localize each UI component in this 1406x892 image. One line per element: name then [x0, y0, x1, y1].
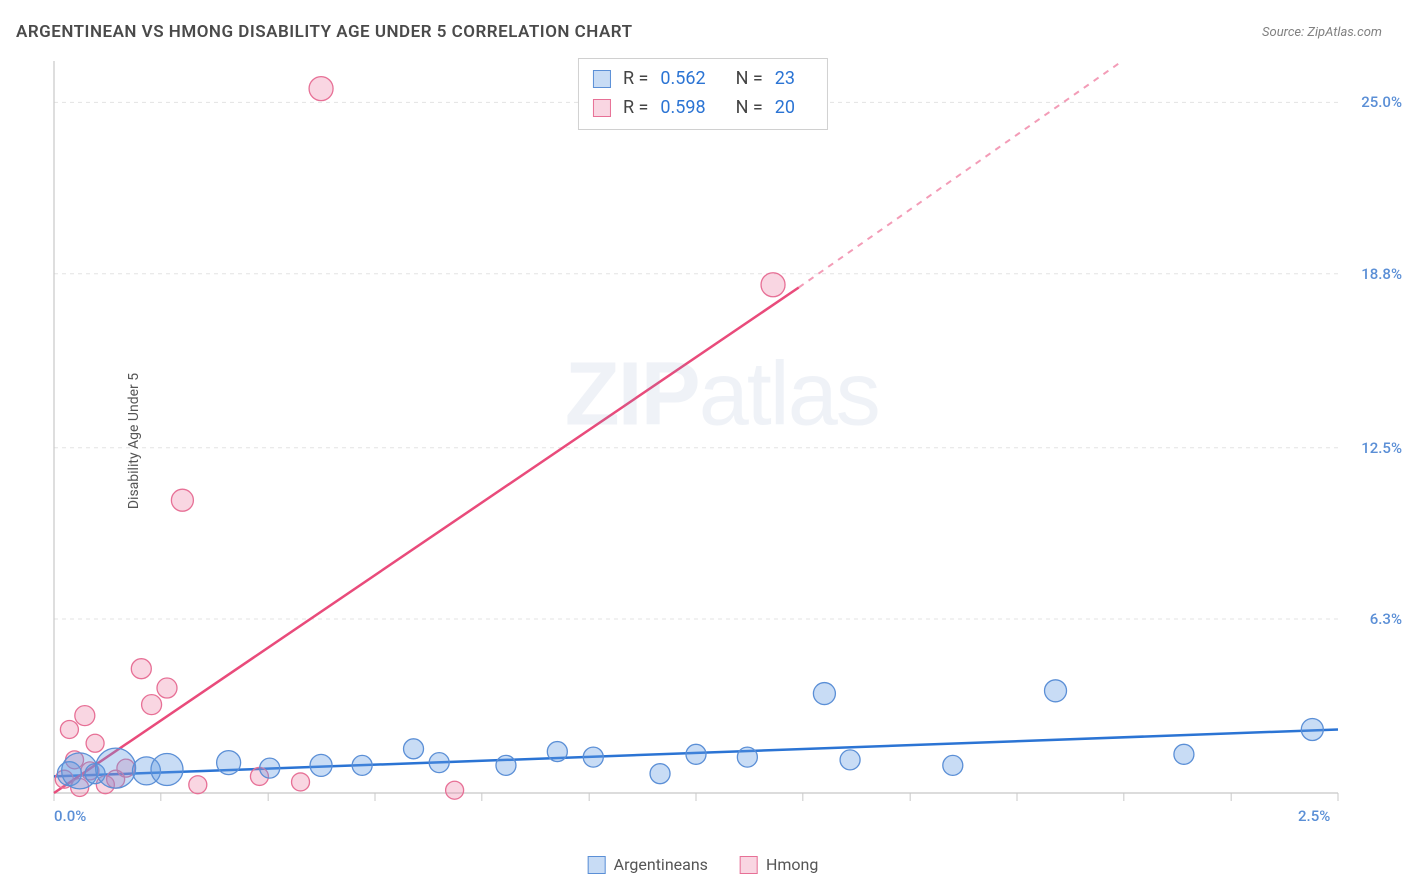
- n-label: N =: [736, 65, 763, 94]
- legend-item-hmong: Hmong: [740, 855, 818, 874]
- x-tick-label: 0.0%: [54, 807, 86, 825]
- x-tick-label: 2.5%: [1298, 807, 1330, 825]
- y-tick-label: 12.5%: [1361, 439, 1402, 457]
- stats-row-hmong: R = 0.598 N = 20: [593, 94, 813, 123]
- r-label: R =: [623, 94, 648, 123]
- r-label: R =: [623, 65, 648, 94]
- scatter-chart: [52, 55, 1340, 827]
- y-axis-label: Disability Age Under 5: [126, 373, 142, 509]
- swatch-argentineans: [593, 70, 611, 88]
- bottom-legend: Argentineans Hmong: [588, 855, 819, 874]
- chart-title: ARGENTINEAN VS HMONG DISABILITY AGE UNDE…: [16, 22, 633, 42]
- n-label: N =: [736, 94, 763, 123]
- r-value-argentineans: 0.562: [660, 65, 705, 94]
- swatch-argentineans: [588, 856, 606, 874]
- legend-label-argentineans: Argentineans: [614, 855, 708, 874]
- source-attribution: Source: ZipAtlas.com: [1262, 25, 1382, 40]
- n-value-hmong: 20: [775, 94, 795, 123]
- n-value-argentineans: 23: [775, 65, 795, 94]
- stats-legend: R = 0.562 N = 23 R = 0.598 N = 20: [578, 58, 828, 130]
- legend-item-argentineans: Argentineans: [588, 855, 708, 874]
- y-tick-label: 18.8%: [1361, 265, 1402, 283]
- swatch-hmong: [593, 99, 611, 117]
- y-tick-label: 25.0%: [1361, 93, 1402, 111]
- legend-label-hmong: Hmong: [766, 855, 818, 874]
- y-tick-label: 6.3%: [1370, 610, 1402, 628]
- plot-area: Disability Age Under 5 ZIPatlas 6.3%12.5…: [52, 55, 1340, 827]
- swatch-hmong: [740, 856, 758, 874]
- r-value-hmong: 0.598: [660, 94, 705, 123]
- stats-row-argentineans: R = 0.562 N = 23: [593, 65, 813, 94]
